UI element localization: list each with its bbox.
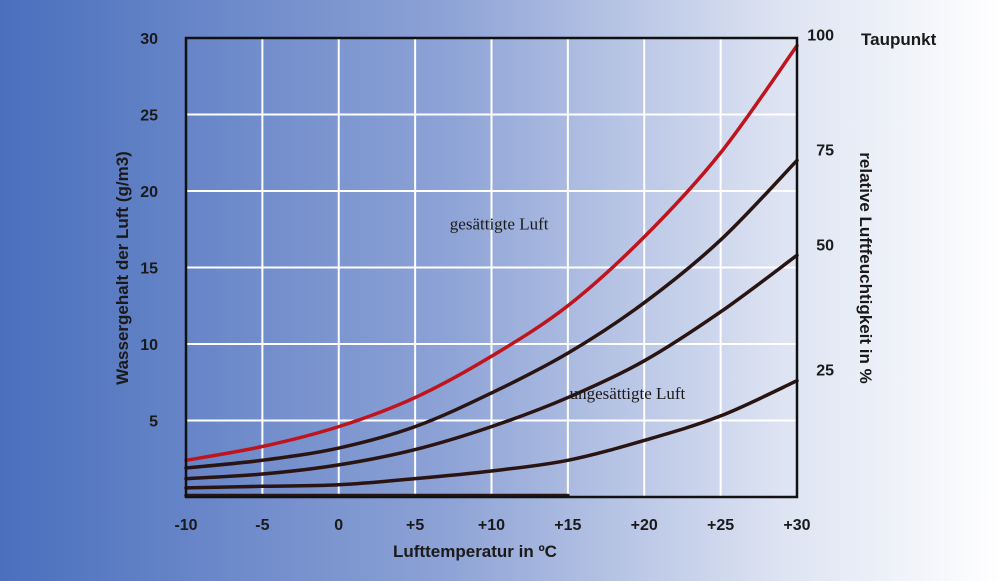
y-tick-label: 10	[140, 337, 158, 354]
x-tick-label: -10	[174, 517, 197, 534]
x-tick-label: -5	[255, 517, 269, 534]
y-tick-label: 25	[140, 108, 158, 125]
series-line-50	[184, 253, 799, 481]
annotation-saturated-air: gesättigte Luft	[450, 214, 549, 233]
y2-tick-labels: 25 50 75 100	[807, 28, 834, 380]
x-tick-labels: -10 -5 0 +5 +10 +15 +20 +25 +30	[174, 517, 810, 534]
grid	[186, 38, 797, 497]
y2-tick-label: 100	[807, 28, 834, 45]
series-line-75	[184, 158, 799, 470]
x-tick-label: +15	[554, 517, 581, 534]
y2-tick-label: 25	[816, 363, 834, 380]
y-tick-label: 15	[140, 261, 158, 278]
plot-frame	[184, 36, 799, 499]
y2-tick-label: 50	[816, 237, 834, 254]
y-tick-labels: 5 10 15 20 25 30	[140, 31, 158, 431]
y-tick-label: 5	[149, 414, 158, 431]
x-tick-label: +20	[631, 517, 658, 534]
x-tick-label: +5	[406, 517, 424, 534]
dewpoint-label: Taupunkt	[861, 30, 937, 49]
x-tick-label: +25	[707, 517, 734, 534]
y2-tick-label: 75	[816, 142, 834, 159]
curves	[184, 43, 799, 498]
annotation-unsaturated-air: ungesättigte Luft	[570, 384, 686, 403]
x-axis-label: Lufttemperatur in ºC	[393, 542, 557, 561]
y-tick-label: 30	[140, 31, 158, 48]
y2-axis-label: relative Luftfeuchtigkeit in %	[856, 152, 875, 383]
series-line-100	[184, 43, 799, 463]
x-tick-label: +10	[478, 517, 505, 534]
x-tick-label: 0	[334, 517, 343, 534]
y-tick-label: 20	[140, 184, 158, 201]
x-tick-label: +30	[783, 517, 810, 534]
series-line-25	[184, 378, 799, 490]
y-axis-label: Wassergehalt der Luft (g/m3)	[113, 151, 132, 385]
